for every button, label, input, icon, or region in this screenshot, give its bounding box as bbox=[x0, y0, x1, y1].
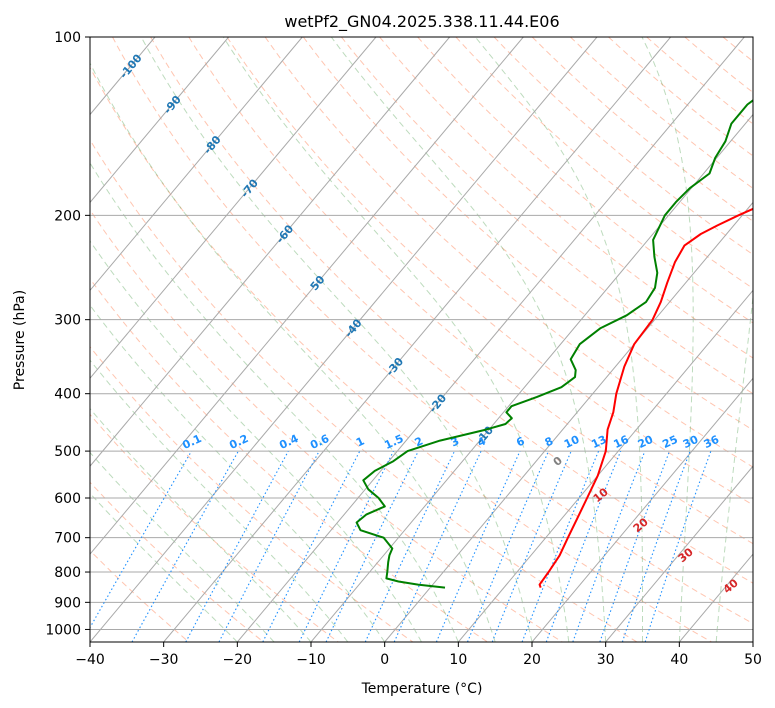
mixing-ratio-line bbox=[466, 450, 550, 642]
x-tick-label: −30 bbox=[149, 652, 179, 668]
background-lines bbox=[90, 37, 753, 642]
isotherm-line bbox=[310, 113, 753, 642]
mixing-ratio-line bbox=[521, 450, 600, 642]
isotherm-line bbox=[90, 37, 230, 204]
isotherm-line bbox=[90, 37, 451, 467]
isotherm-line bbox=[90, 37, 598, 642]
mixing-ratio-line bbox=[545, 450, 622, 642]
dry-adiabat bbox=[302, 37, 753, 431]
y-tick-label: 800 bbox=[54, 565, 81, 581]
moist-adiabat bbox=[90, 359, 349, 642]
isotherm-line bbox=[236, 37, 745, 642]
mixing-ratio-line bbox=[262, 450, 361, 642]
y-tick-label: 200 bbox=[54, 208, 81, 224]
dry-adiabat bbox=[226, 37, 753, 506]
mixing-ratio-label: 16 bbox=[612, 433, 632, 451]
mixing-ratio-line bbox=[644, 450, 712, 642]
isotherm-line bbox=[457, 289, 753, 642]
moist-adiabat bbox=[474, 37, 643, 642]
dewpoint-profile bbox=[355, 99, 753, 589]
mixing-ratio-label: 25 bbox=[660, 433, 679, 451]
temperature-profile bbox=[538, 207, 753, 588]
y-axis-label: Pressure (hPa) bbox=[12, 290, 28, 390]
moist-adiabat bbox=[90, 240, 422, 642]
y-tick-label: 900 bbox=[54, 595, 81, 611]
x-axis-label: Temperature (°C) bbox=[361, 681, 483, 697]
x-tick-label: −10 bbox=[296, 652, 326, 668]
y-tick-label: 700 bbox=[54, 531, 81, 547]
y-tick-label: 600 bbox=[54, 491, 81, 507]
y-tick-label: 100 bbox=[54, 30, 81, 46]
x-tick-label: 30 bbox=[597, 652, 615, 668]
isotherm-line bbox=[90, 37, 524, 555]
dry-adiabat bbox=[90, 138, 638, 642]
dry-adiabat bbox=[90, 209, 563, 642]
x-tick-label: 0 bbox=[380, 652, 389, 668]
x-tick-label: 10 bbox=[449, 652, 467, 668]
mixing-ratio-line bbox=[131, 450, 239, 642]
mixing-ratio-label: 30 bbox=[681, 433, 701, 451]
moist-adiabat bbox=[90, 304, 386, 642]
mixing-ratio-line bbox=[185, 450, 289, 642]
dry-adiabat bbox=[90, 66, 712, 642]
moist-adiabat bbox=[222, 37, 570, 642]
axes: −40 −30 −20 −10 0 10 20 30 40 50 100 200 300 400 500 60… bbox=[45, 30, 762, 668]
moist-adiabat bbox=[90, 62, 496, 642]
mixing-ratio-label: 20 bbox=[636, 433, 656, 451]
profiles bbox=[355, 99, 753, 589]
mixing-ratio-line bbox=[621, 450, 691, 642]
moist-adiabat bbox=[140, 37, 533, 642]
x-tick-label: 20 bbox=[523, 652, 541, 668]
x-tick-label: 40 bbox=[670, 652, 688, 668]
y-tick-label: 300 bbox=[54, 313, 81, 329]
dry-adiabat bbox=[150, 37, 753, 584]
x-tick-label: −20 bbox=[223, 652, 253, 668]
moist-adiabat bbox=[90, 407, 312, 642]
moist-adiabat bbox=[715, 292, 753, 642]
dry-adiabat bbox=[341, 37, 753, 395]
dry-adiabat bbox=[379, 37, 753, 359]
dry-adiabat bbox=[455, 37, 753, 290]
chart-title: wetPf2_GN04.2025.338.11.44.E06 bbox=[284, 12, 559, 32]
isotherm-line bbox=[90, 37, 377, 380]
dry-adiabat bbox=[531, 37, 753, 222]
mixing-ratio-label: 13 bbox=[589, 433, 608, 451]
isotherm-line bbox=[605, 465, 753, 642]
isotherm-line bbox=[163, 37, 672, 642]
mixing-ratio-line bbox=[298, 450, 394, 642]
x-tick-label: −40 bbox=[75, 652, 105, 668]
y-tick-label: 500 bbox=[54, 444, 81, 460]
mixing-ratio-line bbox=[435, 450, 521, 642]
y-tick-label: 1000 bbox=[45, 622, 81, 638]
mixing-ratio-label: 10 bbox=[562, 433, 582, 451]
isotherm-line bbox=[531, 377, 753, 642]
mixing-ratio-line bbox=[572, 450, 646, 642]
mixing-ratio-label: 36 bbox=[702, 433, 722, 451]
dry-adiabat bbox=[417, 37, 753, 324]
mixing-ratio-line bbox=[218, 450, 320, 642]
dry-adiabat bbox=[570, 37, 753, 189]
moist-adiabat bbox=[90, 162, 459, 642]
isotherm-line bbox=[90, 37, 303, 292]
y-tick-label: 400 bbox=[54, 387, 81, 403]
plot-frame bbox=[89, 36, 754, 643]
dry-adiabat bbox=[188, 37, 753, 545]
mixing-ratio-line bbox=[491, 450, 572, 642]
x-tick-label: 50 bbox=[744, 652, 762, 668]
dry-adiabat bbox=[90, 413, 339, 642]
plot-area bbox=[90, 37, 753, 642]
moist-adiabat bbox=[641, 37, 694, 642]
mixing-ratio-line bbox=[599, 450, 671, 642]
